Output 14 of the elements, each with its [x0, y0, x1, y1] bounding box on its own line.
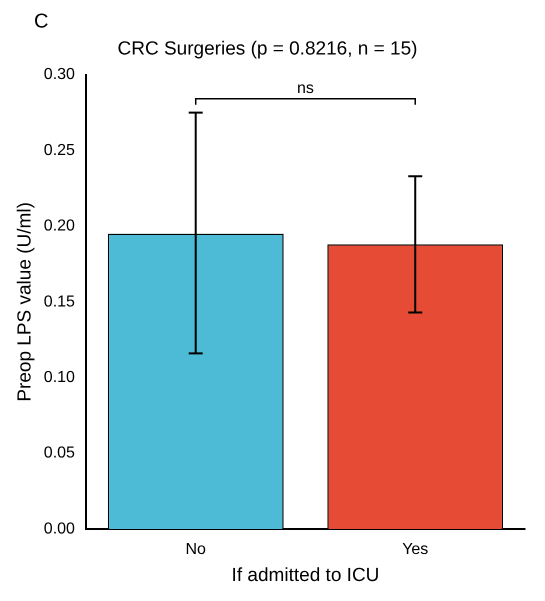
y-tick-label: 0.05 [44, 444, 76, 462]
y-tick-label: 0.25 [44, 142, 76, 159]
text: C [34, 10, 48, 33]
y-tick-label: 0.15 [44, 293, 76, 310]
y-tick-label: 0.10 [44, 369, 76, 386]
y-axis-title: Preop LPS value (U/ml) [14, 202, 36, 402]
y-tick-label: 0.30 [44, 66, 76, 84]
x-axis-title: If admitted to ICU [232, 564, 380, 586]
x-tick-label: Yes [402, 541, 428, 558]
chart-title: CRC Surgeries (p = 0.8216, n = 15) [118, 38, 418, 60]
y-tick-label: 0.00 [44, 520, 76, 538]
x-tick-label: No [185, 541, 206, 558]
annotation: ns [297, 80, 314, 98]
y-tick-label: 0.20 [44, 218, 76, 235]
